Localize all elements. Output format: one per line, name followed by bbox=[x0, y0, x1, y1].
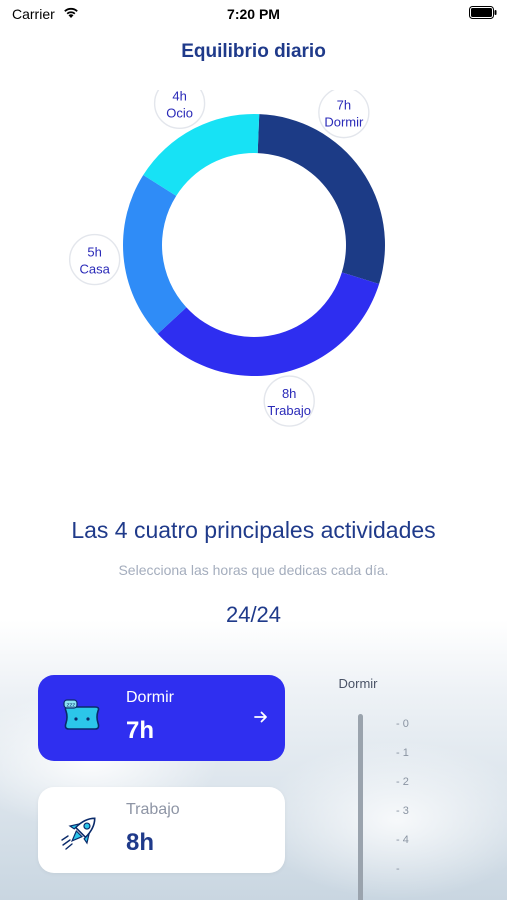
clock: 7:20 PM bbox=[227, 6, 280, 22]
hour-picker-tick: - 2 bbox=[396, 776, 409, 788]
wifi-icon bbox=[64, 7, 78, 18]
donut-label-hours: 8h bbox=[282, 386, 296, 401]
battery-icon bbox=[469, 6, 497, 19]
svg-text:zzz: zzz bbox=[67, 703, 76, 709]
activity-card-name: Trabajo bbox=[126, 801, 180, 818]
rocket-icon bbox=[61, 817, 96, 850]
hour-picker-tick: - 1 bbox=[396, 747, 409, 759]
donut-label-dormir: 7h Dormir bbox=[318, 90, 370, 139]
donut-label-hours: 5h bbox=[87, 245, 101, 260]
donut-label-hours: 7h bbox=[337, 98, 351, 113]
hour-picker-tick: - 4 bbox=[396, 834, 409, 846]
donut-slice-trabajo bbox=[157, 272, 380, 376]
carrier-label: Carrier bbox=[12, 6, 55, 22]
donut-label-name: Casa bbox=[79, 262, 110, 277]
daily-balance-donut-chart: 7h Dormir 8h Trabajo 5h Casa 4h Ocio bbox=[68, 90, 386, 427]
donut-label-bubble bbox=[153, 90, 206, 130]
hour-picker-tick: - 0 bbox=[396, 718, 409, 730]
donut-slice-dormir bbox=[257, 114, 386, 284]
hour-picker-label: Dormir bbox=[338, 676, 378, 691]
donut-label-bubble bbox=[68, 233, 121, 286]
activity-card-hours: 8h bbox=[126, 829, 155, 856]
activities-heading: Las 4 cuatro principales actividades bbox=[71, 517, 436, 543]
page-title: Equilibrio diario bbox=[181, 41, 326, 62]
donut-slice-casa bbox=[123, 175, 187, 334]
donut-label-ocio: 4h Ocio bbox=[153, 90, 206, 130]
donut-label-bubble bbox=[318, 90, 370, 139]
activity-card-dormir[interactable]: zzz Dormir 7h bbox=[38, 675, 285, 761]
activity-card-trabajo[interactable]: Trabajo 8h bbox=[38, 787, 285, 873]
arrow-right-icon bbox=[254, 711, 267, 723]
donut-label-name: Dormir bbox=[324, 115, 364, 130]
hours-total: 24/24 bbox=[225, 602, 282, 627]
hour-picker-tick: - 3 bbox=[396, 805, 409, 817]
donut-label-name: Trabajo bbox=[267, 403, 311, 418]
activities-subtitle: Selecciona las horas que dedicas cada dí… bbox=[118, 562, 389, 578]
hour-picker-slider[interactable] bbox=[358, 714, 363, 900]
pillow-icon: zzz bbox=[63, 699, 100, 730]
donut-label-hours: 4h bbox=[172, 90, 186, 103]
status-bar: Carrier 7:20 PM bbox=[0, 0, 507, 28]
donut-label-casa: 5h Casa bbox=[68, 233, 121, 286]
activity-card-name: Dormir bbox=[126, 689, 174, 706]
activity-card-hours: 7h bbox=[126, 717, 155, 744]
donut-label-bubble bbox=[263, 375, 315, 427]
donut-label-name: Ocio bbox=[166, 105, 193, 120]
hour-picker-tick: - bbox=[396, 863, 400, 875]
donut-slice-ocio bbox=[143, 114, 260, 196]
donut-label-trabajo: 8h Trabajo bbox=[263, 375, 315, 427]
